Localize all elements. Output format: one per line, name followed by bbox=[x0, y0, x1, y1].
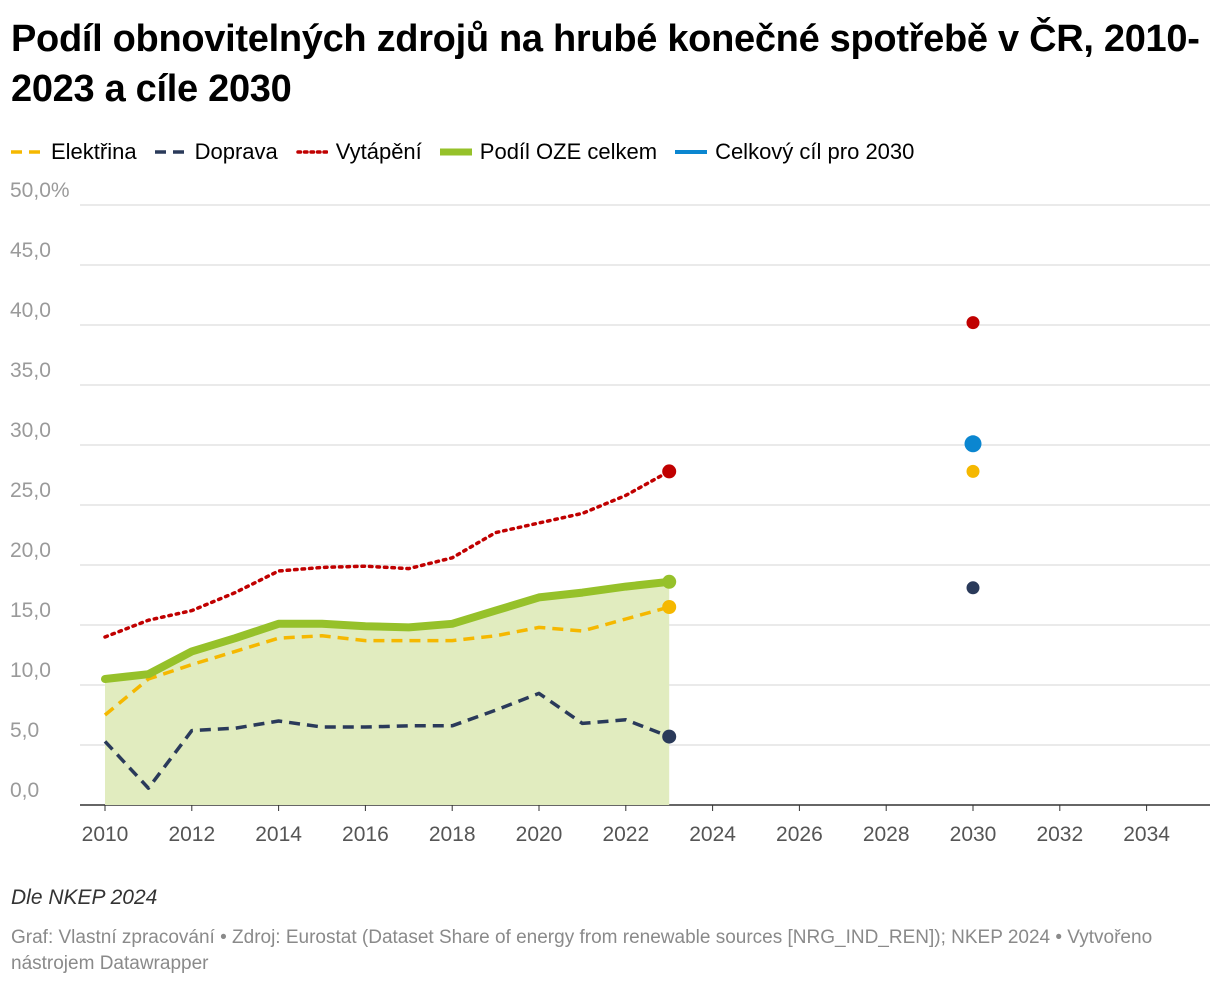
total-share-area bbox=[105, 581, 670, 805]
legend-label-vytapeni: Vytápění bbox=[335, 139, 422, 164]
target-2030-point-elektrina bbox=[966, 464, 980, 478]
end-point-doprava bbox=[662, 729, 677, 744]
x-tick-label-2028: 2028 bbox=[863, 823, 910, 846]
legend-item-elektrina: Elektřina bbox=[11, 139, 137, 165]
legend-item-vytapeni: Vytápění bbox=[296, 139, 422, 165]
x-axis-labels: 2010 2012 2014 2016 2018 2020 2022 2024 2026 2028… bbox=[82, 823, 1171, 846]
x-tick-label-2020: 2020 bbox=[516, 823, 563, 846]
legend-label-doprava: Doprava bbox=[194, 139, 278, 164]
end-point-podil-oze-celkem bbox=[662, 574, 677, 589]
x-tick-label-2022: 2022 bbox=[602, 823, 649, 846]
x-tick-label-2034: 2034 bbox=[1123, 823, 1170, 846]
x-tick-label-2032: 2032 bbox=[1036, 823, 1083, 846]
target-2030-point-doprava bbox=[966, 581, 980, 595]
chart-title: Podíl obnovitelných zdrojů na hrubé kone… bbox=[11, 18, 1200, 110]
legend-label-elektrina: Elektřina bbox=[51, 139, 137, 164]
x-tick-label-2030: 2030 bbox=[950, 823, 997, 846]
series-lines bbox=[101, 469, 674, 790]
y-tick-label-25: 25,0 bbox=[10, 479, 51, 502]
source-text: Graf: Vlastní zpracování • Zdroj: Eurost… bbox=[11, 927, 1153, 974]
x-tick-label-2026: 2026 bbox=[776, 823, 823, 846]
end-point-vytapeni bbox=[662, 464, 677, 479]
end-point-elektrina bbox=[662, 600, 677, 614]
y-tick-label-45: 45,0 bbox=[10, 239, 51, 262]
legend-label-celkovy-cil: Celkový cíl pro 2030 bbox=[715, 139, 915, 164]
legend-label-oze-celkem: Podíl OZE celkem bbox=[479, 139, 658, 164]
series-line-podil-oze-celkem bbox=[101, 577, 674, 683]
x-tick-label-2012: 2012 bbox=[168, 823, 215, 846]
y-tick-label-10: 10,0 bbox=[10, 659, 51, 682]
target-2030-point-vytapeni bbox=[966, 316, 980, 330]
chart-note: Dle NKEP 2024 bbox=[11, 886, 158, 909]
x-tick-label-2010: 2010 bbox=[82, 823, 129, 846]
x-tick-label-2014: 2014 bbox=[255, 823, 302, 846]
y-tick-label-5: 5,0 bbox=[10, 719, 39, 742]
legend-swatch-elektrina bbox=[11, 150, 43, 154]
y-tick-label-15: 15,0 bbox=[10, 599, 51, 622]
legend-item-doprava: Doprava bbox=[154, 139, 278, 165]
legend-item-celkovy-cil: Celkový cíl pro 2030 bbox=[675, 139, 914, 165]
legend-swatch-doprava bbox=[154, 150, 187, 154]
y-tick-label-35: 35,0 bbox=[10, 359, 51, 382]
series-line-doprava bbox=[103, 691, 670, 790]
series-line-vytapeni bbox=[103, 469, 671, 639]
legend-swatch-oze-celkem bbox=[439, 148, 472, 156]
legend-item-oze-celkem: Podíl OZE celkem bbox=[439, 139, 658, 165]
y-tick-label-50: 50,0% bbox=[10, 180, 70, 202]
y-axis-labels: 0,0 5,0 10,0 15,0 20,0 25,0 30,0 35,0 40,0 45,0 50… bbox=[10, 180, 70, 802]
series-points bbox=[662, 316, 982, 744]
x-tick-label-2024: 2024 bbox=[689, 823, 736, 846]
y-tick-label-40: 40,0 bbox=[10, 299, 51, 322]
legend-swatch-vytapeni bbox=[296, 150, 328, 154]
y-tick-label-0: 0,0 bbox=[10, 779, 39, 802]
target-2030-point-celkovy-cil-pro-2030 bbox=[964, 435, 982, 453]
y-tick-label-30: 30,0 bbox=[10, 419, 51, 442]
x-tick-label-2018: 2018 bbox=[429, 823, 476, 846]
legend-swatch-celkovy-cil bbox=[675, 150, 708, 154]
line-chart: 0,0 5,0 10,0 15,0 20,0 25,0 30,0 35,0 40,0 45,0 50… bbox=[10, 180, 1210, 846]
y-tick-label-20: 20,0 bbox=[10, 539, 51, 562]
legend: Elektřina Doprava Vytápění Podíl OZE cel… bbox=[11, 138, 932, 166]
area-fill bbox=[105, 581, 670, 805]
x-tick-label-2016: 2016 bbox=[342, 823, 389, 846]
series-line-elektrina bbox=[103, 605, 670, 717]
